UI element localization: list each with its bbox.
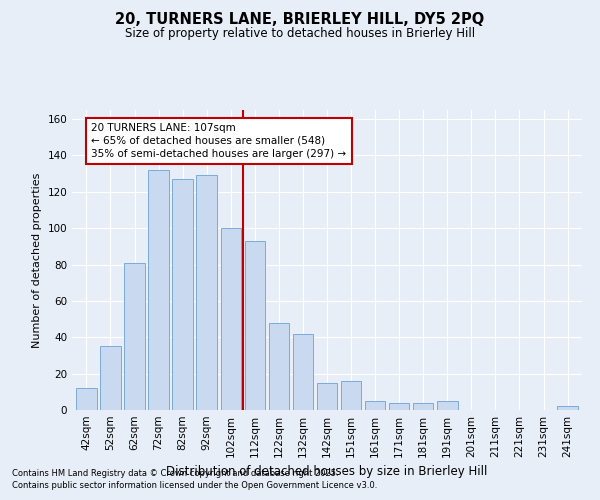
Bar xyxy=(221,228,241,410)
Bar xyxy=(172,179,193,410)
Bar xyxy=(76,388,97,410)
Bar xyxy=(245,241,265,410)
Text: Contains HM Land Registry data © Crown copyright and database right 2025.: Contains HM Land Registry data © Crown c… xyxy=(12,468,338,477)
Bar xyxy=(100,346,121,410)
Bar xyxy=(269,322,289,410)
Bar xyxy=(293,334,313,410)
Bar xyxy=(557,406,578,410)
Bar xyxy=(413,402,433,410)
Bar xyxy=(317,382,337,410)
Y-axis label: Number of detached properties: Number of detached properties xyxy=(32,172,42,348)
Bar xyxy=(124,262,145,410)
Text: 20, TURNERS LANE, BRIERLEY HILL, DY5 2PQ: 20, TURNERS LANE, BRIERLEY HILL, DY5 2PQ xyxy=(115,12,485,28)
Bar xyxy=(148,170,169,410)
Text: Contains public sector information licensed under the Open Government Licence v3: Contains public sector information licen… xyxy=(12,481,377,490)
Text: 20 TURNERS LANE: 107sqm
← 65% of detached houses are smaller (548)
35% of semi-d: 20 TURNERS LANE: 107sqm ← 65% of detache… xyxy=(91,122,346,159)
Bar xyxy=(196,176,217,410)
Bar xyxy=(389,402,409,410)
X-axis label: Distribution of detached houses by size in Brierley Hill: Distribution of detached houses by size … xyxy=(166,466,488,478)
Text: Size of property relative to detached houses in Brierley Hill: Size of property relative to detached ho… xyxy=(125,28,475,40)
Bar xyxy=(437,401,458,410)
Bar xyxy=(365,401,385,410)
Bar xyxy=(341,381,361,410)
